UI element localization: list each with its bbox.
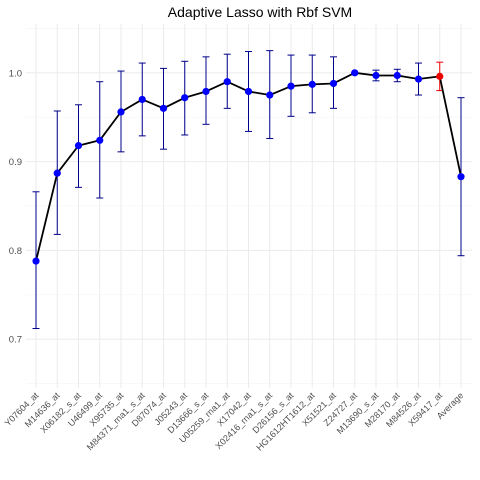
- y-axis: 0.7 0.8 0.9 1.0: [9, 68, 22, 345]
- y-tick-label: 0.9: [9, 157, 22, 168]
- data-point: [414, 75, 423, 83]
- data-point: [117, 108, 125, 116]
- data-point: [287, 82, 295, 90]
- y-tick-label: 0.8: [9, 246, 22, 257]
- data-point: [74, 142, 83, 150]
- y-tick-label: 1.0: [9, 68, 22, 79]
- data-point: [202, 87, 210, 96]
- data-point: [223, 78, 231, 86]
- data-point: [266, 91, 274, 99]
- data-point-highlight: [436, 72, 444, 80]
- data-point: [181, 94, 189, 102]
- data-point: [244, 87, 253, 96]
- x-axis: Y07604_atM14636_atX06182_s_atU46499_atX9…: [3, 390, 466, 453]
- data-point: [32, 257, 40, 265]
- y-tick-label: 0.7: [9, 335, 22, 346]
- data-point: [138, 95, 146, 104]
- data-point: [308, 80, 316, 88]
- data-points: [32, 69, 465, 265]
- data-point: [351, 69, 359, 77]
- chart-title: Adaptive Lasso with Rbf SVM: [168, 4, 352, 20]
- data-point: [159, 104, 168, 112]
- data-point: [393, 71, 401, 80]
- data-point: [329, 79, 338, 88]
- data-point: [372, 71, 380, 80]
- data-point: [96, 136, 104, 144]
- data-point: [53, 169, 61, 177]
- grid: [26, 24, 472, 388]
- data-point: [457, 173, 465, 181]
